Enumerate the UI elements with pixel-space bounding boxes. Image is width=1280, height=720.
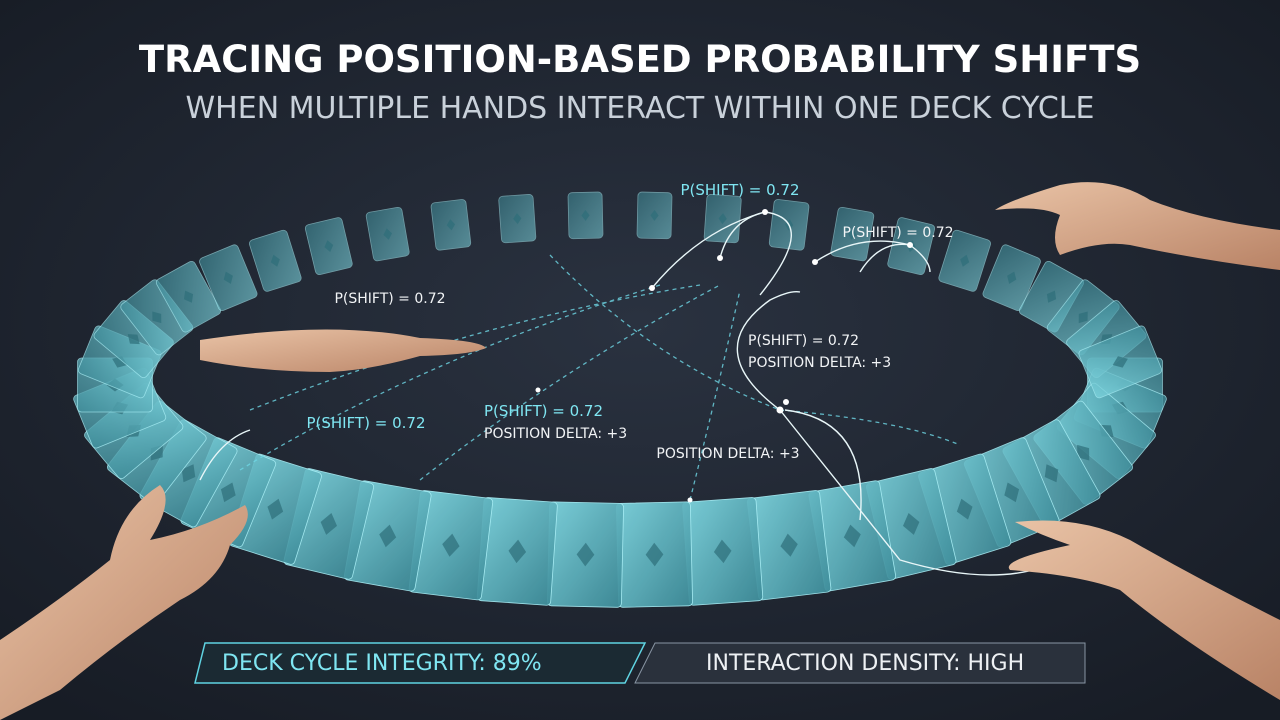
shift-arcs <box>199 211 1061 576</box>
card <box>199 244 258 311</box>
card <box>304 217 353 276</box>
nodes <box>535 209 913 503</box>
footer-right-panel <box>634 642 1086 684</box>
subtitle: WHEN MULTIPLE HANDS INTERACT WITHIN ONE … <box>186 91 1095 126</box>
card <box>616 501 693 608</box>
footer-left: DECK CYCLE INTEGRITY: 89% <box>222 651 542 676</box>
card <box>746 490 832 601</box>
annotation-detail: POSITION DELTA: +3 <box>484 426 627 442</box>
card <box>476 497 558 606</box>
annotation: P(SHIFT) = 0.72 <box>842 225 953 241</box>
annotation-detail: POSITION DELTA: +3 <box>748 355 891 371</box>
card <box>249 229 302 292</box>
title: TRACING POSITION-BASED PROBABILITY SHIFT… <box>139 38 1141 81</box>
card <box>155 260 222 333</box>
card <box>1078 325 1163 399</box>
card <box>365 206 410 262</box>
card-ring <box>73 191 1167 608</box>
connector-lines <box>239 254 961 501</box>
card <box>408 490 494 601</box>
annotation: P(SHIFT) = 0.72 <box>306 414 425 432</box>
card <box>982 244 1041 311</box>
annotation: P(SHIFT) = 0.72 <box>748 333 859 349</box>
card <box>703 194 742 244</box>
annotation: P(SHIFT) = 0.72 <box>484 402 603 420</box>
footer-right: INTERACTION DENSITY: HIGH <box>706 651 1024 676</box>
card <box>636 191 673 240</box>
annotation: P(SHIFT) = 0.72 <box>334 291 445 307</box>
card <box>682 497 764 606</box>
card <box>498 194 537 244</box>
card <box>547 501 624 608</box>
footer-left-panel <box>194 642 647 684</box>
card <box>567 191 604 240</box>
annotation: POSITION DELTA: +3 <box>656 446 799 462</box>
annotation: P(SHIFT) = 0.72 <box>680 181 799 199</box>
hands <box>0 182 1280 720</box>
card <box>430 199 472 251</box>
card <box>938 229 991 292</box>
